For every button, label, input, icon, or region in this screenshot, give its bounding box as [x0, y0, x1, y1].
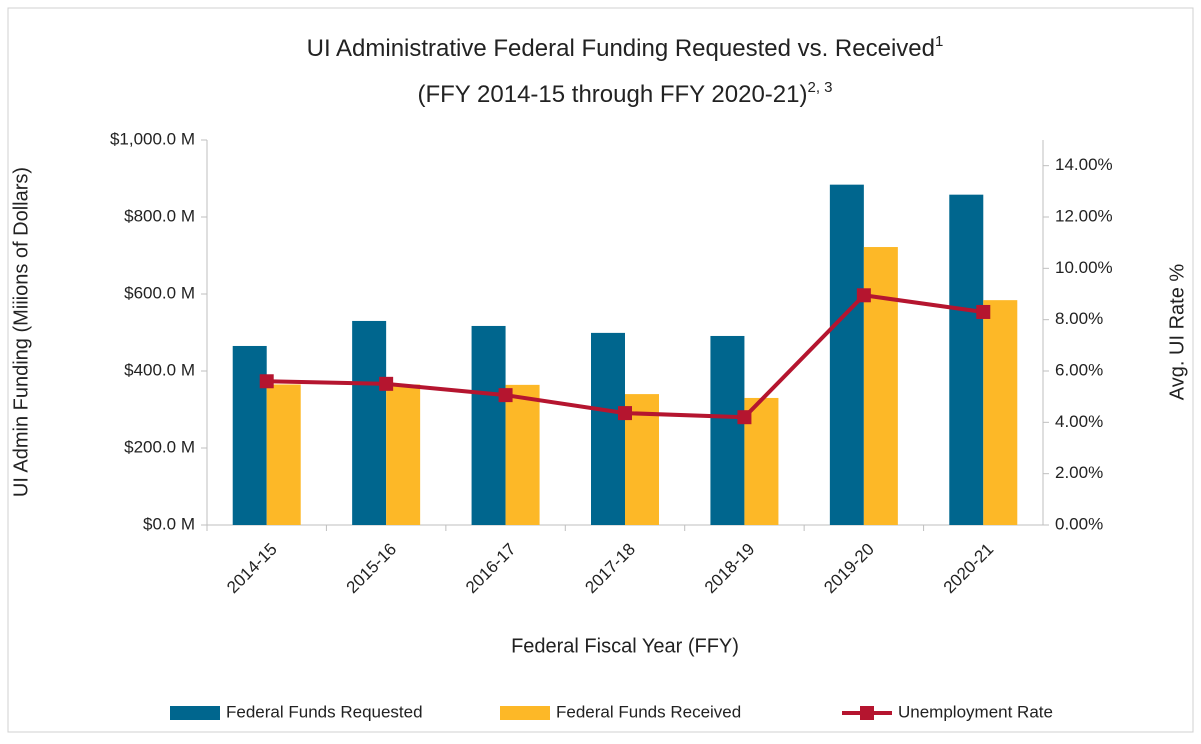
- marker: [259, 374, 274, 389]
- bar: [471, 325, 506, 525]
- y2-tick-label: 4.00%: [1055, 412, 1103, 431]
- y2-tick-label: 6.00%: [1055, 360, 1103, 379]
- bar: [266, 384, 301, 525]
- y2-axis-title: Avg. UI Rate %: [1166, 264, 1188, 401]
- bar: [710, 335, 745, 525]
- y-tick-label: $600.0 M: [124, 283, 195, 302]
- chart-title-line-1: UI Administrative Federal Funding Reques…: [307, 33, 944, 62]
- bar: [983, 300, 1018, 525]
- marker: [737, 410, 752, 425]
- y2-tick-label: 14.00%: [1055, 155, 1113, 174]
- bar: [386, 384, 421, 525]
- bar: [591, 332, 625, 525]
- bar: [949, 194, 984, 526]
- bar: [352, 320, 387, 525]
- y2-tick-label: 8.00%: [1055, 309, 1103, 328]
- y-tick-label: $800.0 M: [124, 206, 195, 225]
- bar: [829, 184, 864, 525]
- legend-marker: [860, 706, 874, 720]
- legend-swatch: [500, 706, 550, 720]
- marker: [618, 406, 632, 421]
- marker: [976, 304, 991, 319]
- legend-label: Federal Funds Received: [556, 702, 741, 721]
- y-tick-label: $1,000.0 M: [110, 129, 195, 148]
- bar: [232, 345, 267, 525]
- y2-tick-label: 10.00%: [1055, 258, 1113, 277]
- marker: [379, 376, 394, 391]
- legend-swatch: [170, 706, 220, 720]
- chart-title-line-2: (FFY 2014-15 through FFY 2020-21)2, 3: [417, 79, 832, 108]
- y-tick-label: $400.0 M: [124, 360, 195, 379]
- y2-tick-label: 2.00%: [1055, 463, 1103, 482]
- y-tick-label: $0.0 M: [143, 514, 195, 533]
- legend-label: Federal Funds Requested: [226, 702, 423, 721]
- marker: [856, 288, 871, 303]
- legend-label: Unemployment Rate: [898, 702, 1053, 721]
- y2-tick-label: 0.00%: [1055, 514, 1103, 533]
- marker: [498, 388, 513, 403]
- y-tick-label: $200.0 M: [124, 437, 195, 456]
- y-axis-title: UI Admin Funding (Miiions of Dollars): [10, 167, 32, 497]
- x-axis-title: Federal Fiscal Year (FFY): [511, 635, 739, 657]
- y2-tick-label: 12.00%: [1055, 206, 1113, 225]
- bar: [505, 384, 540, 525]
